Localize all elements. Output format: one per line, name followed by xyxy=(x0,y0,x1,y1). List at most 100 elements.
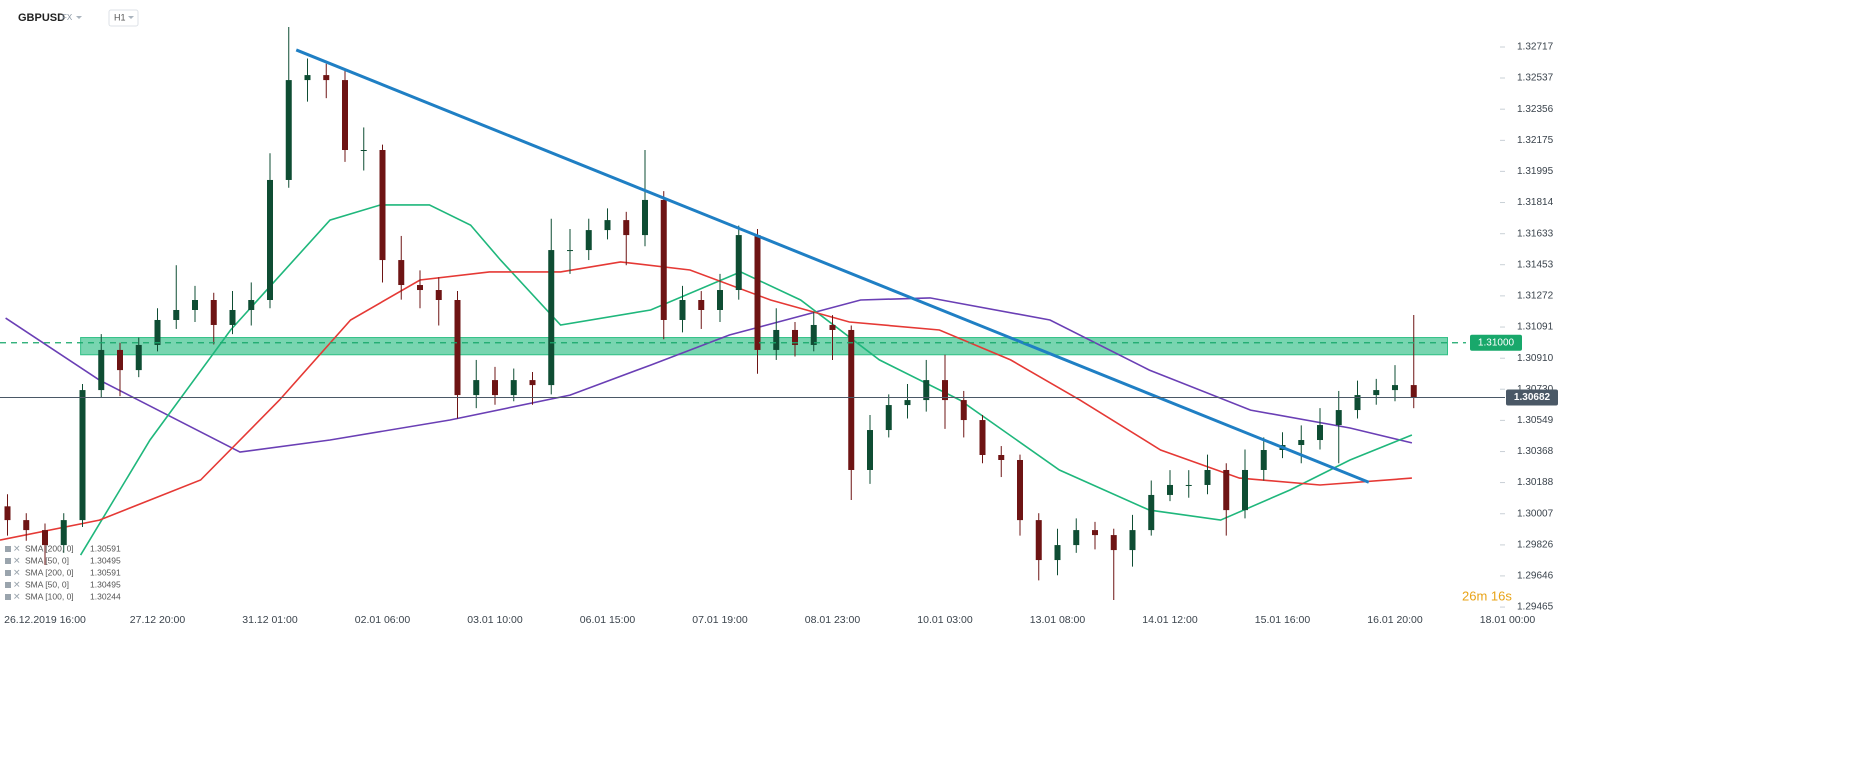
y-tick-label: 1.32175 xyxy=(1517,135,1554,146)
candle-body xyxy=(979,420,986,456)
y-tick-label: 1.30007 xyxy=(1517,508,1554,519)
candle-body xyxy=(1298,440,1305,446)
price-level-label: 1.30682 xyxy=(1514,392,1551,403)
y-tick-label: 1.30910 xyxy=(1517,353,1554,364)
candle-body xyxy=(135,344,142,371)
candle-body xyxy=(285,80,292,180)
legend-icon xyxy=(5,594,11,600)
candle-body xyxy=(585,230,592,251)
candle-body xyxy=(229,309,236,325)
candle-body xyxy=(829,324,836,330)
candle-body xyxy=(473,380,480,396)
y-tick-label: 1.31272 xyxy=(1517,291,1554,302)
candle-body xyxy=(698,300,705,310)
candle-body xyxy=(98,349,105,391)
timeframe-box[interactable] xyxy=(108,9,139,27)
price-level-box xyxy=(1506,389,1558,406)
support-zone xyxy=(80,337,1448,356)
y-tick-label: 1.30730 xyxy=(1517,384,1554,395)
candle-body xyxy=(510,380,517,396)
candle-body xyxy=(754,235,761,350)
candle-body xyxy=(1354,395,1361,411)
x-tick-label: 07.01 19:00 xyxy=(692,614,748,626)
candle-body xyxy=(1410,385,1417,398)
candle-body xyxy=(42,530,48,546)
candle-body xyxy=(904,400,911,406)
y-tick-label: 1.31091 xyxy=(1517,322,1554,333)
x-tick-label: 08.01 23:00 xyxy=(805,614,861,626)
candle-body xyxy=(1110,535,1117,551)
candle-body xyxy=(492,380,498,396)
candle-body xyxy=(529,380,536,386)
candle-body xyxy=(79,390,86,521)
legend-close[interactable]: ✕ xyxy=(13,567,21,577)
candle-body xyxy=(173,309,180,320)
countdown: 26m 16s xyxy=(1462,588,1512,603)
legend-close[interactable]: ✕ xyxy=(13,555,21,565)
legend-icon xyxy=(5,582,11,588)
candle-body xyxy=(60,520,67,546)
candle-body xyxy=(1392,385,1398,391)
candle-body xyxy=(1054,545,1061,561)
x-tick-label: 06.01 15:00 xyxy=(580,614,636,626)
candle-body xyxy=(192,300,198,310)
candle-body xyxy=(867,430,873,470)
candle-body xyxy=(679,300,686,320)
sma-line xyxy=(5,297,1413,453)
sma-line xyxy=(0,261,1412,541)
candle-body xyxy=(660,199,667,320)
legend-value: 1.30591 xyxy=(90,543,121,553)
x-tick-label: 03.01 10:00 xyxy=(467,614,523,626)
candle-body xyxy=(885,405,892,431)
candle-body xyxy=(117,349,123,371)
y-tick-label: 1.31453 xyxy=(1517,259,1554,270)
legend-close[interactable]: ✕ xyxy=(13,543,21,553)
candle-body xyxy=(4,506,11,521)
dropdown-arrow[interactable] xyxy=(76,16,82,19)
x-tick-label: 15.01 16:00 xyxy=(1255,614,1311,626)
market: FX xyxy=(62,13,73,22)
price-level-label: 1.31000 xyxy=(1478,337,1515,348)
legend-close[interactable]: ✕ xyxy=(13,591,21,601)
legend-value: 1.30244 xyxy=(90,591,121,601)
y-tick-label: 1.31633 xyxy=(1517,228,1554,239)
candle-body xyxy=(1242,469,1248,511)
candle-body xyxy=(454,300,461,396)
y-tick-label: 1.29646 xyxy=(1517,571,1554,582)
legend-name: SMA [100, 0] xyxy=(25,591,74,601)
x-tick-label: 14.01 12:00 xyxy=(1142,614,1198,626)
symbol[interactable]: GBPUSD xyxy=(18,12,65,24)
y-tick-label: 1.31814 xyxy=(1517,197,1554,208)
candle-body xyxy=(792,329,798,345)
y-tick-label: 1.32356 xyxy=(1517,104,1554,115)
candle-body xyxy=(923,380,930,401)
candle-body xyxy=(1148,494,1155,531)
candle-body xyxy=(1092,530,1098,536)
candle-body xyxy=(717,290,723,310)
legend-name: SMA [200, 0] xyxy=(25,567,74,577)
candle-body xyxy=(998,455,1005,460)
candle-body xyxy=(154,319,161,345)
timeframe[interactable]: H1 xyxy=(114,12,126,22)
candle-body xyxy=(848,329,855,470)
x-tick-label: 16.01 20:00 xyxy=(1367,614,1423,626)
legend-value: 1.30495 xyxy=(90,555,121,565)
y-tick-label: 1.30549 xyxy=(1517,415,1554,426)
candle-body xyxy=(604,220,611,231)
x-tick-label: 18.01 00:00 xyxy=(1480,614,1536,626)
y-tick-label: 1.30368 xyxy=(1517,446,1554,457)
candle-body xyxy=(398,260,405,286)
candle-body xyxy=(960,400,967,421)
legend-icon xyxy=(5,546,11,552)
dropdown-arrow[interactable] xyxy=(128,16,134,19)
candle-body xyxy=(1373,390,1380,396)
y-tick-label: 1.29826 xyxy=(1517,540,1554,551)
candle-body xyxy=(735,235,742,291)
candle-body xyxy=(623,220,630,236)
x-tick-label: 27.12 20:00 xyxy=(130,614,186,626)
legend-close[interactable]: ✕ xyxy=(13,579,21,589)
candle-body xyxy=(1129,530,1136,551)
candle-body xyxy=(642,199,648,236)
x-tick-label: 02.01 06:00 xyxy=(355,614,411,626)
